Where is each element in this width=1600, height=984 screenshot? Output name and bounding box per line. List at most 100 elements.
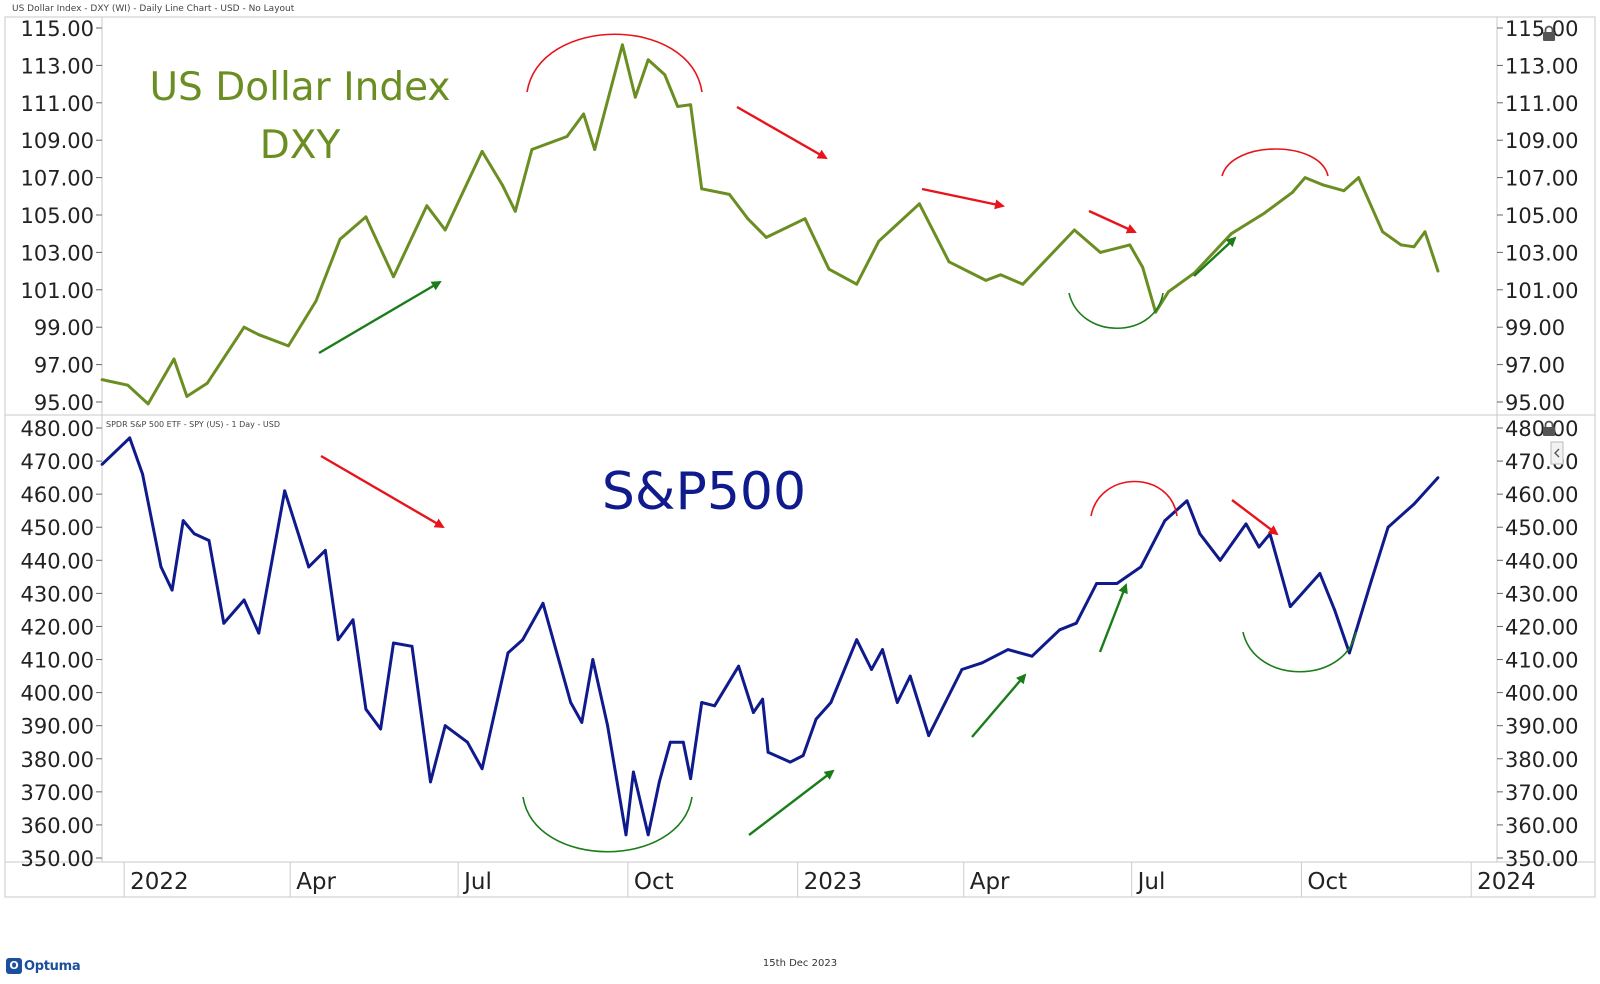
annotation-red-arrow [1231,499,1279,536]
x-tick-label: Jul [462,869,492,895]
data-point [676,105,680,108]
data-point [582,112,585,116]
data-point [1322,183,1325,187]
data-point [814,717,818,721]
data-point [908,674,912,678]
data-point [207,539,211,542]
y-tick-label-left: 115.00 [21,17,94,41]
data-point [1167,290,1170,294]
brand-name: Optuma [24,958,81,974]
data-point [554,648,558,651]
lock-icon[interactable] [1543,25,1555,42]
dxy-line [101,43,1440,406]
x-tick-label: 2024 [1477,869,1536,895]
data-point [632,770,635,774]
data-point [443,228,447,232]
data-point [1185,499,1189,503]
y-tick-label-left: 350.00 [21,847,94,871]
data-point [1423,230,1427,234]
data-point [1128,243,1132,247]
chart-frame [4,16,1596,898]
data-point [1263,211,1266,215]
y-tick-label-right: 105.00 [1505,204,1578,228]
data-point [379,727,382,731]
data-point [728,193,731,196]
y-tick-label-right: 350.00 [1505,847,1578,871]
y-tick-label-right: 103.00 [1505,241,1578,265]
data-point [1412,502,1416,506]
y-tick-label-right: 480.00 [1505,417,1578,441]
data-point [881,648,884,651]
y-tick-label-right: 360.00 [1505,814,1578,838]
y-tick-label-right: 420.00 [1505,615,1578,639]
data-point [1288,605,1292,608]
y-tick-label-left: 410.00 [21,649,94,673]
data-point [761,697,764,701]
data-point [918,202,921,206]
data-point [895,701,899,704]
dxy-y-axis: 95.00 95.00 97.00 97.00 99.00 99.00 101.00 101.… [21,17,1579,415]
data-point [1257,545,1261,549]
annotation-red-arrow [320,454,445,529]
data-point [242,598,246,602]
y-tick-label-left: 97.00 [34,354,94,378]
y-tick-label-left: 109.00 [21,129,94,153]
data-point [737,664,740,668]
data-point [1074,621,1078,625]
data-point [1386,525,1390,529]
data-point [392,275,395,279]
y-tick-label-left: 450.00 [21,516,94,540]
data-point [1290,191,1294,195]
data-point [855,638,859,642]
x-tick-label: 2022 [130,869,189,895]
data-point [565,135,569,138]
annotation-red-arc [1090,480,1178,517]
data-point [530,148,534,151]
data-point [128,436,132,440]
data-point [126,383,130,387]
data-point [314,299,318,303]
y-tick-label-left: 470.00 [21,450,94,474]
collapse-chevron-icon[interactable] [1550,441,1564,465]
data-point [100,378,104,381]
data-point [1030,654,1034,658]
y-tick-label-right: 113.00 [1505,54,1578,78]
y-tick-label-left: 430.00 [21,582,94,606]
x-tick-label: Oct [634,869,674,895]
y-tick-label-left: 460.00 [21,483,94,507]
data-point [257,333,261,337]
data-point [541,601,545,605]
lock-icon[interactable] [1543,420,1555,437]
footer-date: 15th Dec 2023 [762,958,838,969]
data-point [480,767,484,771]
data-point [591,658,595,661]
data-point [593,148,597,151]
data-point [100,463,104,466]
data-point [192,532,196,536]
data-point [870,668,873,671]
data-point [1399,243,1403,247]
annotation-green-arrow [748,769,835,836]
data-point [1095,582,1098,585]
data-point [338,237,342,241]
data-point [501,183,504,187]
data-point [205,381,209,385]
y-tick-label-left: 380.00 [21,748,94,772]
data-point [855,282,859,286]
y-tick-label-left: 107.00 [21,167,94,191]
dxy-title-line-2: DXY [260,123,341,168]
data-point [1244,522,1248,526]
y-tick-label-left: 113.00 [21,54,94,78]
data-point [181,519,185,522]
data-point [1342,189,1346,193]
data-point [298,535,301,539]
x-axis: 2022 Apr Jul Oct 2023 Apr Jul Oct 2024 [123,862,1536,897]
data-point [351,618,355,622]
y-tick-label-right: 97.00 [1505,354,1565,378]
x-tick-label: Oct [1307,869,1347,895]
optuma-logo-icon: O [6,958,22,974]
y-tick-label-left: 105.00 [21,204,94,228]
data-point [323,549,327,552]
y-tick-label-left: 440.00 [21,549,94,573]
